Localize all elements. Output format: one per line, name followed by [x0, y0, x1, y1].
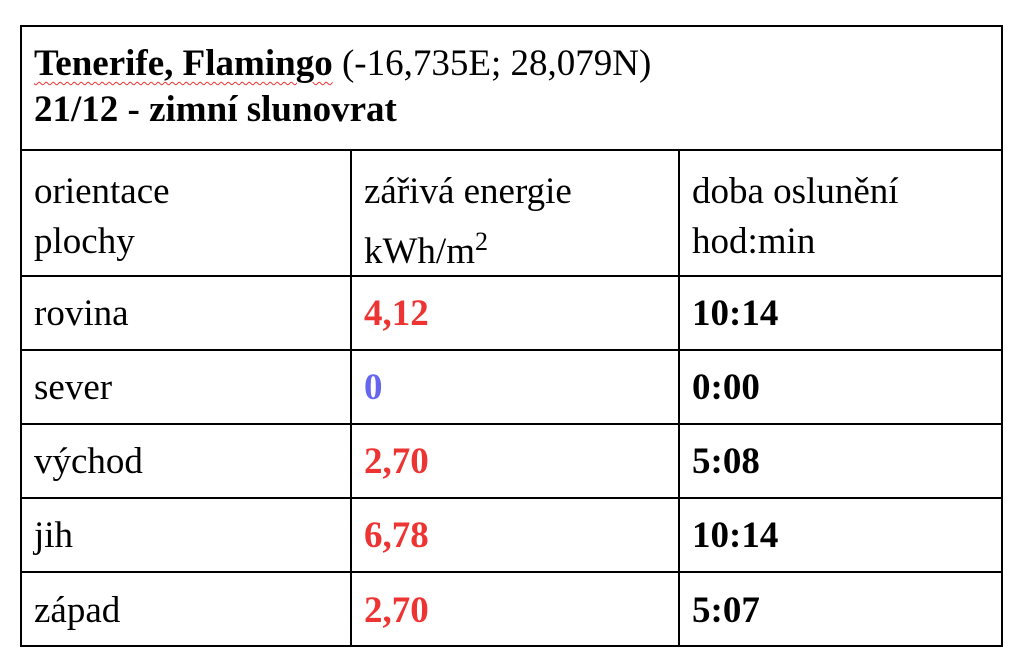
orientation-cell: východ: [34, 440, 143, 482]
column-header-text: hod:min: [692, 221, 816, 262]
sunshine-cell: 5:07: [678, 573, 1003, 647]
column-header-sunshine: doba oslunění hod:min: [678, 151, 1003, 275]
column-header-row: orientace plochy zářivá energie kWh/m2 d…: [22, 151, 1001, 277]
column-header-orientation: orientace plochy: [22, 151, 350, 275]
orientation-cell: západ: [34, 589, 121, 631]
table-row: sever 0 0:00: [22, 351, 1001, 425]
location-coordinates: (-16,735E; 28,079N): [341, 43, 652, 84]
sunshine-cell: 10:14: [678, 277, 1003, 349]
energy-cell: 0: [350, 351, 678, 423]
column-header-text: doba oslunění: [692, 171, 899, 212]
header-line-1: Tenerife, Flamingo (-16,735E; 28,079N): [34, 41, 1001, 87]
sunshine-cell: 0:00: [678, 351, 1003, 423]
column-header-energy: zářivá energie kWh/m2: [350, 151, 678, 275]
sunshine-cell: 10:14: [678, 499, 1003, 571]
energy-cell: 4,12: [350, 277, 678, 349]
orientation-cell: sever: [34, 366, 113, 408]
energy-cell: 2,70: [350, 425, 678, 497]
unit-exponent: 2: [474, 227, 488, 256]
table-header: Tenerife, Flamingo (-16,735E; 28,079N) 2…: [22, 27, 1001, 151]
table-row: východ 2,70 5:08: [22, 425, 1001, 499]
energy-cell: 2,70: [350, 573, 678, 647]
orientation-cell: jih: [34, 514, 74, 556]
orientation-cell: rovina: [34, 292, 129, 334]
column-header-text: zářivá energie: [364, 171, 572, 212]
column-header-text: plochy: [34, 221, 135, 262]
table-row: západ 2,70 5:07: [22, 573, 1001, 647]
table-row: jih 6,78 10:14: [22, 499, 1001, 573]
location-name: Tenerife, Flamingo: [34, 43, 333, 84]
sunshine-cell: 5:08: [678, 425, 1003, 497]
data-table: Tenerife, Flamingo (-16,735E; 28,079N) 2…: [20, 25, 1003, 647]
table-grid: orientace plochy zářivá energie kWh/m2 d…: [22, 151, 1001, 647]
table-row: rovina 4,12 10:14: [22, 277, 1001, 351]
unit-base: kWh/m: [364, 231, 475, 272]
energy-cell: 6,78: [350, 499, 678, 571]
date-subtitle: 21/12 - zimní slunovrat: [34, 89, 397, 130]
column-header-text: orientace: [34, 171, 170, 212]
column-header-unit: kWh/m2: [364, 217, 488, 277]
